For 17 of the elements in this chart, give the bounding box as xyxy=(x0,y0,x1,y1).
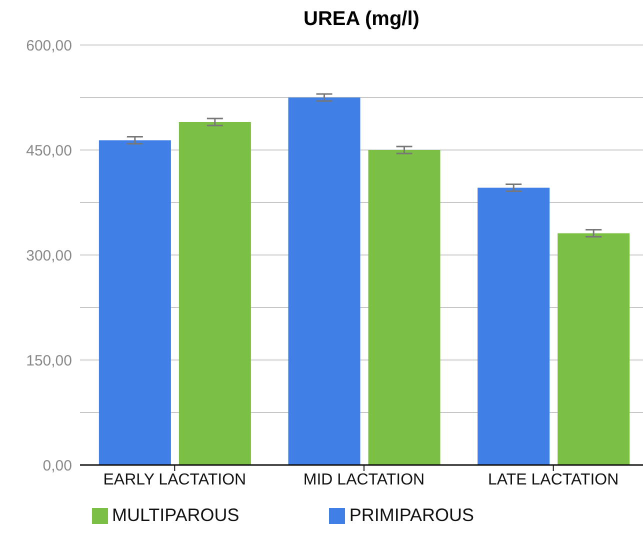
legend-label: MULTIPAROUS xyxy=(112,505,240,525)
y-tick-label: 300,00 xyxy=(26,247,72,264)
chart-title: UREA (mg/l) xyxy=(302,8,420,31)
bar xyxy=(478,188,550,465)
bar xyxy=(368,150,440,465)
y-tick-label: 600,00 xyxy=(26,37,72,54)
x-tick-label: LATE LACTATION xyxy=(488,471,619,488)
x-tick-label: EARLY LACTATION xyxy=(103,471,246,488)
legend-label: PRIMIPAROUS xyxy=(349,505,474,525)
y-tick-label: 150,00 xyxy=(26,352,72,370)
y-tick-label: 450,00 xyxy=(26,142,72,160)
bar xyxy=(98,140,171,465)
bar xyxy=(288,98,360,465)
y-tick-label: 0,00 xyxy=(42,457,72,474)
x-tick-label: MID LACTATION xyxy=(303,471,425,488)
bar xyxy=(558,233,630,465)
bar xyxy=(178,122,251,465)
